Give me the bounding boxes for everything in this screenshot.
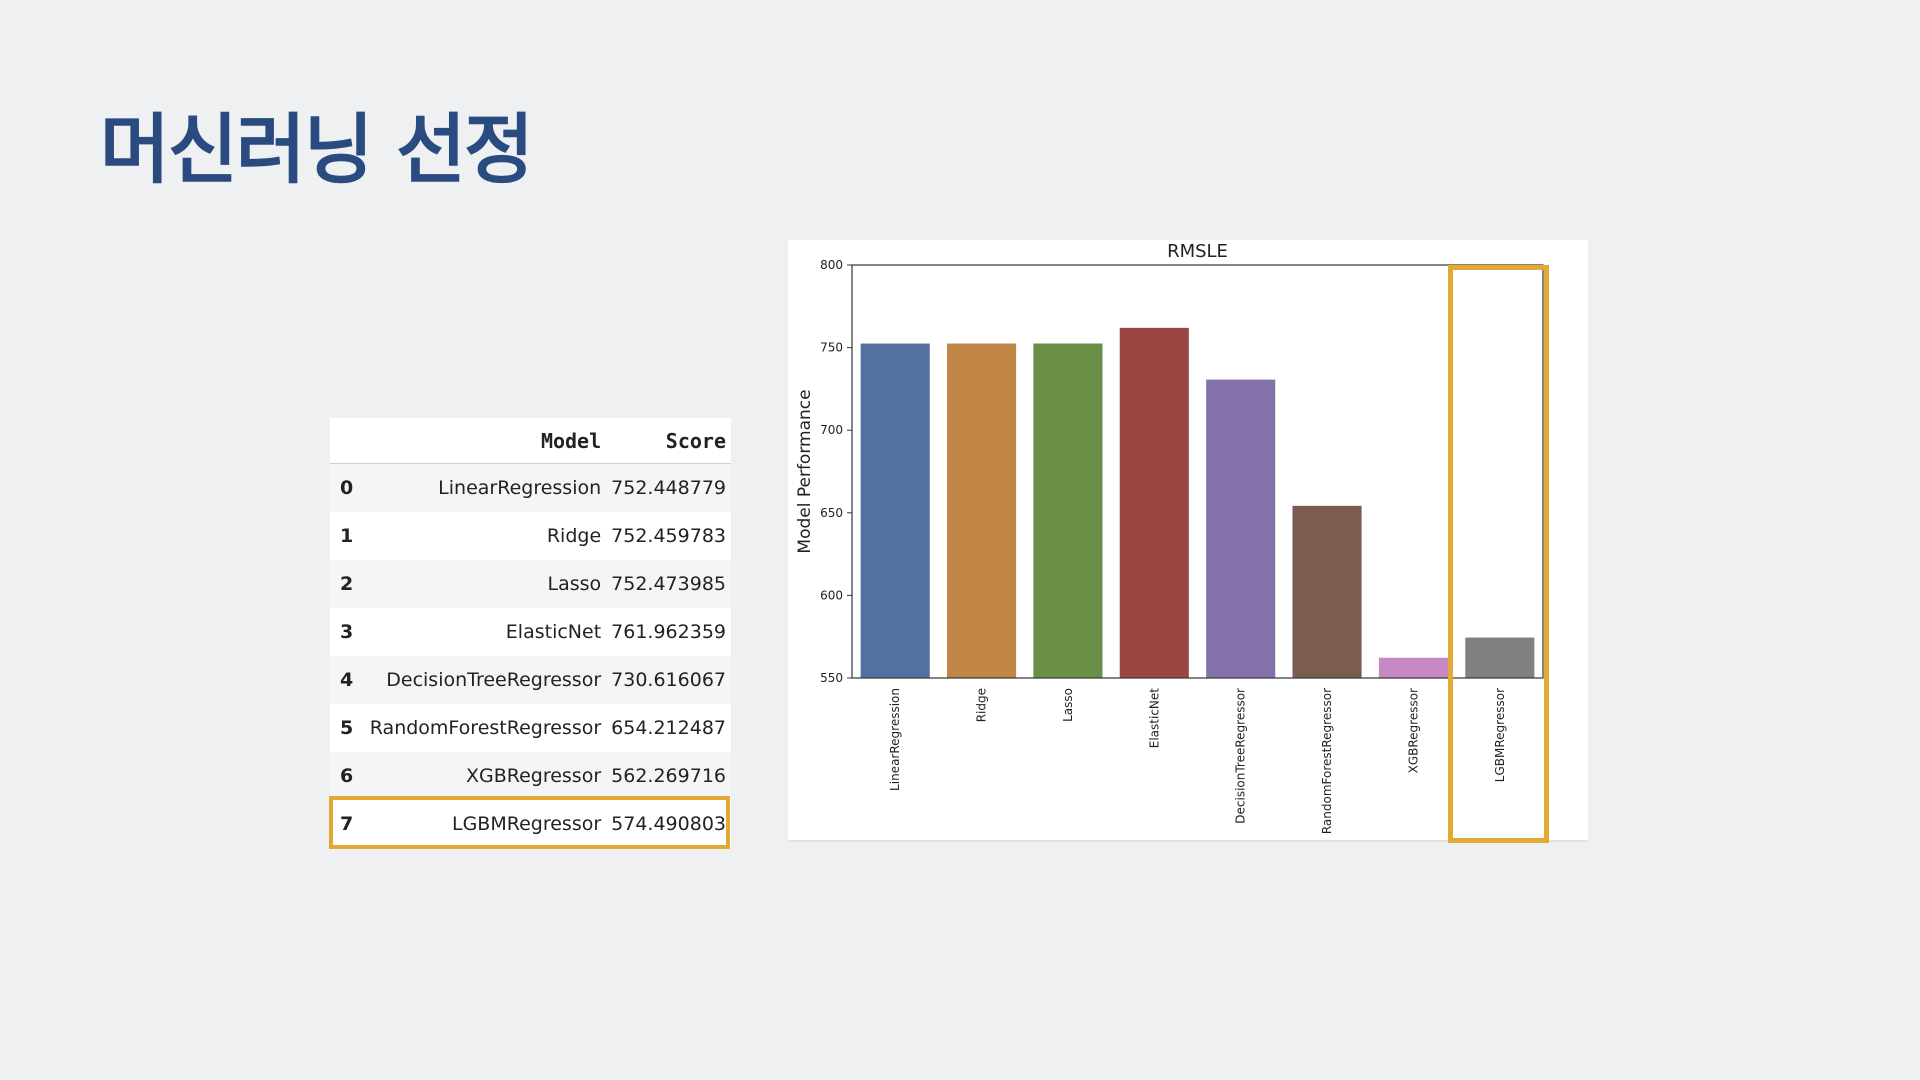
y-tick-label: 750 xyxy=(820,341,843,355)
row-model: DecisionTreeRegressor xyxy=(386,669,602,691)
row-index: 3 xyxy=(340,621,354,643)
table-row: 4 DecisionTreeRegressor 730.616067 xyxy=(330,656,731,704)
x-tick-label: ElasticNet xyxy=(1147,688,1161,749)
row-index: 2 xyxy=(340,573,354,595)
y-axis-label: Model Performance xyxy=(795,389,815,553)
table-row: 3 ElasticNet 761.962359 xyxy=(330,608,731,656)
row-score: 761.962359 xyxy=(611,621,726,643)
bar-XGBRegressor xyxy=(1378,657,1448,678)
row-index: 6 xyxy=(340,765,354,787)
bar-LinearRegression xyxy=(860,343,930,678)
row-score: 752.448779 xyxy=(611,477,726,499)
y-tick-label: 550 xyxy=(820,671,843,685)
table-row: 1 Ridge 752.459783 xyxy=(330,512,731,560)
row-score: 730.616067 xyxy=(611,669,726,691)
row-index: 5 xyxy=(340,717,354,739)
chart-panel: RMSLE Model Performance 550 600 650 700 750 800… xyxy=(788,240,1588,842)
y-tick-label: 600 xyxy=(820,588,843,602)
row-model: XGBRegressor xyxy=(465,765,602,787)
row-index: 1 xyxy=(340,525,354,547)
bar-ElasticNet xyxy=(1119,327,1189,678)
row-model: ElasticNet xyxy=(505,621,602,643)
x-tick-label: XGBRegressor xyxy=(1406,688,1420,773)
bar-RandomForestRegressor xyxy=(1292,505,1362,678)
table-header-score: Score xyxy=(606,418,731,464)
row-index: 7 xyxy=(340,813,354,835)
plot-frame xyxy=(851,264,1544,679)
row-model: Ridge xyxy=(546,525,602,547)
row-score: 574.490803 xyxy=(611,813,726,835)
x-tick-label: RandomForestRegressor xyxy=(1320,688,1334,834)
row-score: 654.212487 xyxy=(611,717,726,739)
y-tick-label: 700 xyxy=(820,423,843,437)
row-score: 752.459783 xyxy=(611,525,726,547)
row-model: LinearRegression xyxy=(438,477,602,499)
row-model: RandomForestRegressor xyxy=(369,717,602,739)
table-header-index xyxy=(330,418,365,464)
x-tick-label: LGBMRegressor xyxy=(1493,688,1507,782)
y-tick-label: 800 xyxy=(820,258,843,272)
x-tick-label: DecisionTreeRegressor xyxy=(1234,688,1248,824)
table-header-row: Model Score xyxy=(330,418,731,464)
table-row: 2 Lasso 752.473985 xyxy=(330,560,731,608)
bar-LGBMRegressor xyxy=(1465,637,1535,678)
row-model: Lasso xyxy=(547,573,602,595)
page-title: 머신러닝 선정 xyxy=(100,105,534,194)
table-header-model: Model xyxy=(364,418,607,464)
table-row: 0 LinearRegression 752.448779 xyxy=(330,463,731,512)
row-score: 562.269716 xyxy=(611,765,726,787)
bar-Ridge xyxy=(947,343,1017,678)
row-score: 752.473985 xyxy=(611,573,726,595)
x-tick-label: Lasso xyxy=(1061,688,1075,722)
row-index: 0 xyxy=(340,477,354,499)
table-row-highlighted: 7 LGBMRegressor 574.490803 xyxy=(330,800,731,848)
chart-title: RMSLE xyxy=(1167,241,1228,262)
row-index: 4 xyxy=(340,669,354,691)
table-row: 5 RandomForestRegressor 654.212487 xyxy=(330,704,731,752)
row-model: LGBMRegressor xyxy=(452,813,602,835)
bar-DecisionTreeRegressor xyxy=(1206,379,1276,678)
x-tick-label: Ridge xyxy=(975,688,989,722)
chart-bar-highlight-box xyxy=(1448,265,1549,843)
y-tick-label: 650 xyxy=(820,506,843,520)
score-table: Model Score 0 LinearRegression 752.448779 … xyxy=(330,418,731,848)
bar-chart: RMSLE Model Performance 550 600 650 700 750 800… xyxy=(795,241,1544,834)
x-tick-label: LinearRegression xyxy=(888,688,902,791)
table-row: 6 XGBRegressor 562.269716 xyxy=(330,752,731,800)
bar-Lasso xyxy=(1033,343,1103,678)
table-row-highlight-box xyxy=(329,796,730,849)
